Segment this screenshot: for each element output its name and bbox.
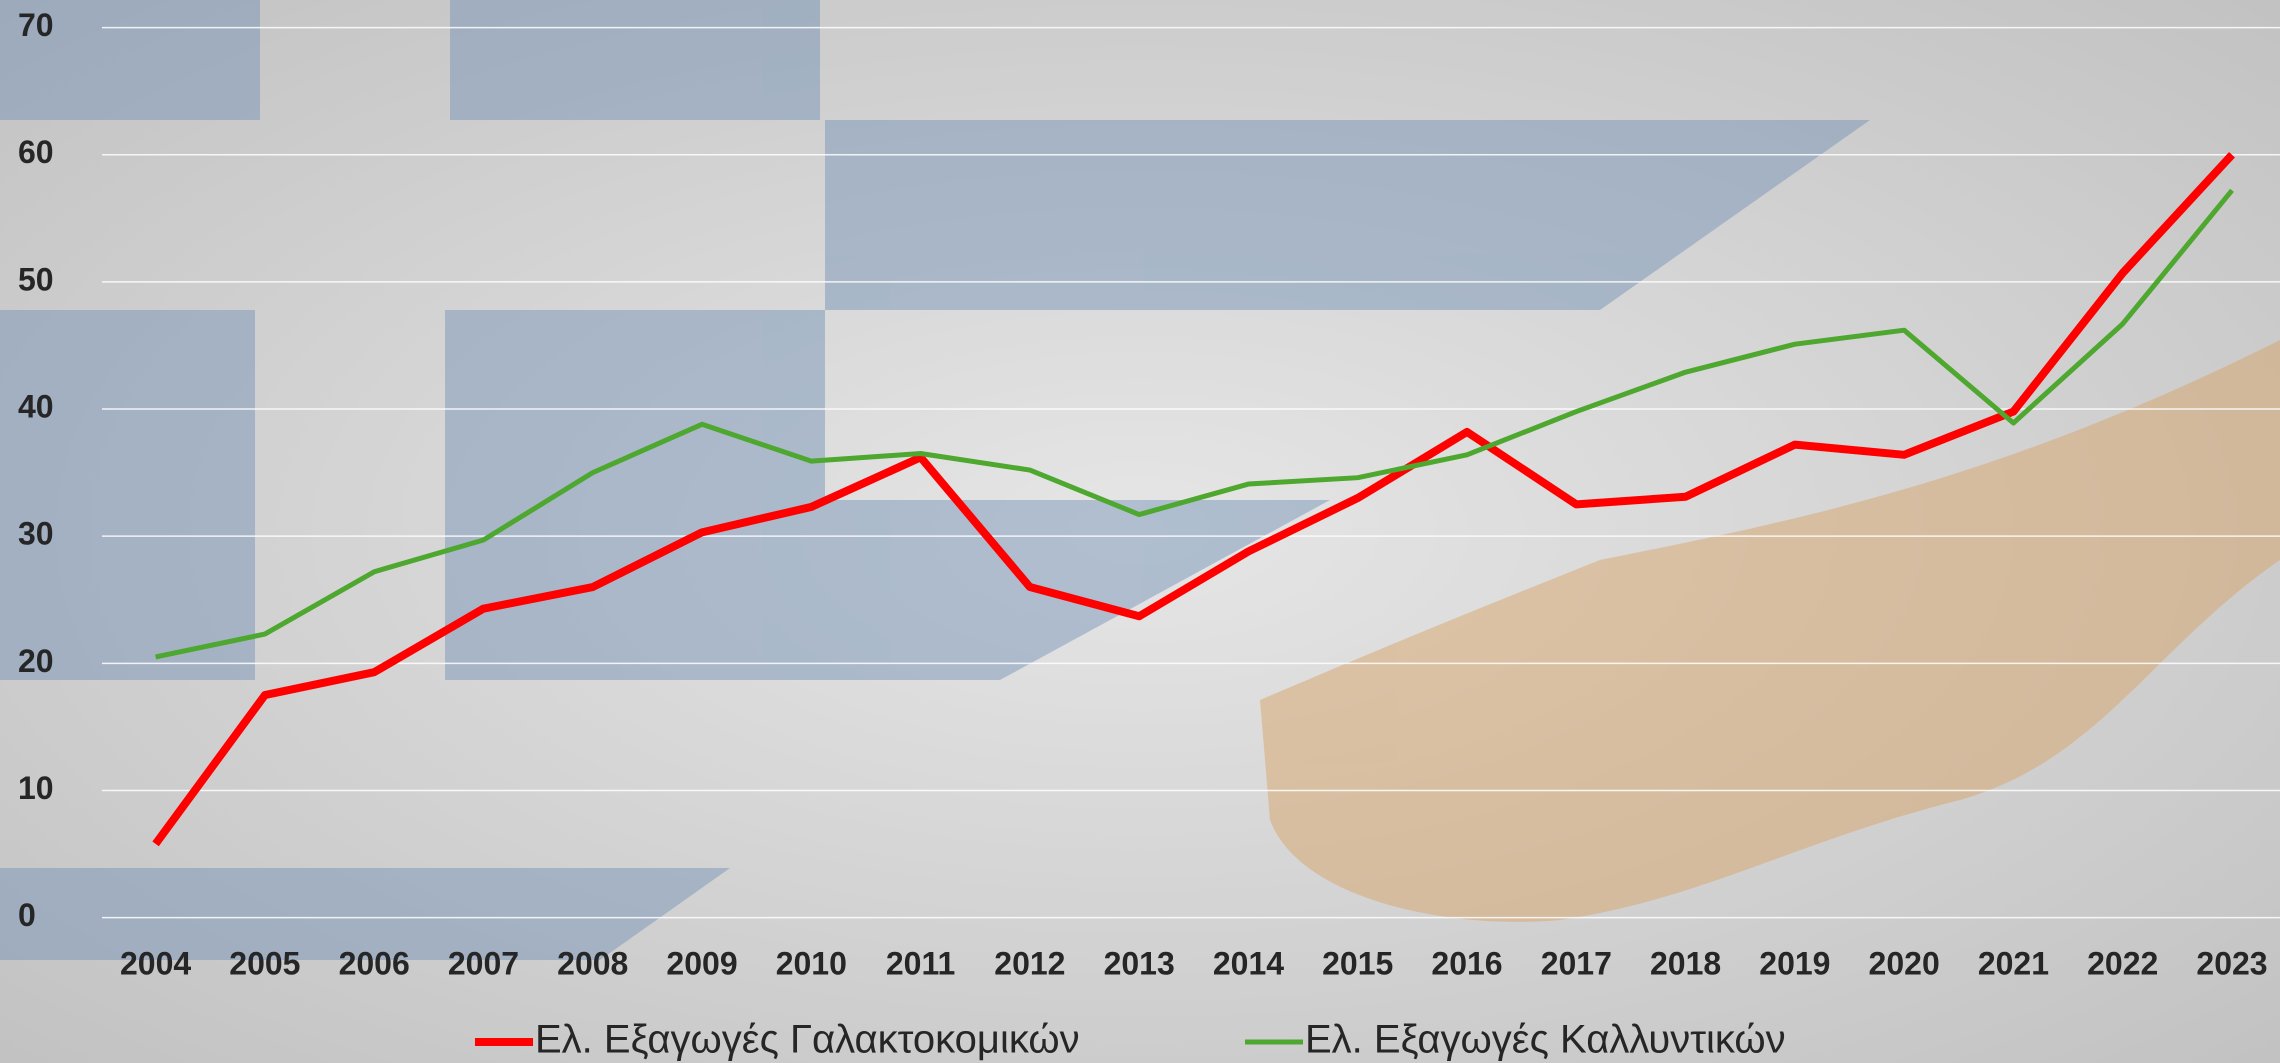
legend-label: Ελ. Εξαγωγές Καλλυντικών [1305, 1018, 1786, 1062]
x-tick-label: 2021 [1978, 945, 2049, 981]
x-tick-label: 2007 [448, 945, 519, 981]
legend-label: Ελ. Εξαγωγές Γαλακτοκομικών [535, 1018, 1080, 1062]
x-tick-label: 2022 [2087, 945, 2158, 981]
x-tick-label: 2008 [557, 945, 628, 981]
x-tick-label: 2023 [2196, 945, 2267, 981]
y-tick-label: 10 [18, 770, 54, 806]
x-tick-label: 2006 [339, 945, 410, 981]
y-tick-label: 20 [18, 643, 54, 679]
x-tick-label: 2018 [1650, 945, 1721, 981]
y-tick-label: 60 [18, 134, 54, 170]
x-tick-label: 2005 [229, 945, 300, 981]
x-tick-label: 2016 [1431, 945, 1502, 981]
x-tick-label: 2012 [994, 945, 1065, 981]
y-tick-label: 70 [18, 7, 54, 43]
x-tick-label: 2017 [1541, 945, 1612, 981]
chart: Ελ. Εξαγωγές Γαλακτοκομικών Ελ. Εξαγωγές … [0, 0, 2280, 1063]
page: Ελ. Εξαγωγές Γαλακτοκομικών Ελ. Εξαγωγές … [0, 0, 2280, 1063]
x-tick-label: 2020 [1869, 945, 1940, 981]
y-tick-label: 0 [18, 897, 36, 933]
y-tick-label: 50 [18, 261, 54, 297]
x-tick-label: 2019 [1759, 945, 1830, 981]
x-tick-label: 2004 [120, 945, 191, 981]
x-tick-label: 2013 [1104, 945, 1175, 981]
x-tick-label: 2011 [886, 945, 955, 981]
x-tick-label: 2010 [776, 945, 847, 981]
x-tick-label: 2014 [1213, 945, 1284, 981]
y-tick-label: 30 [18, 516, 54, 552]
y-tick-label: 40 [18, 388, 54, 424]
x-tick-label: 2015 [1322, 945, 1393, 981]
x-tick-label: 2009 [666, 945, 737, 981]
